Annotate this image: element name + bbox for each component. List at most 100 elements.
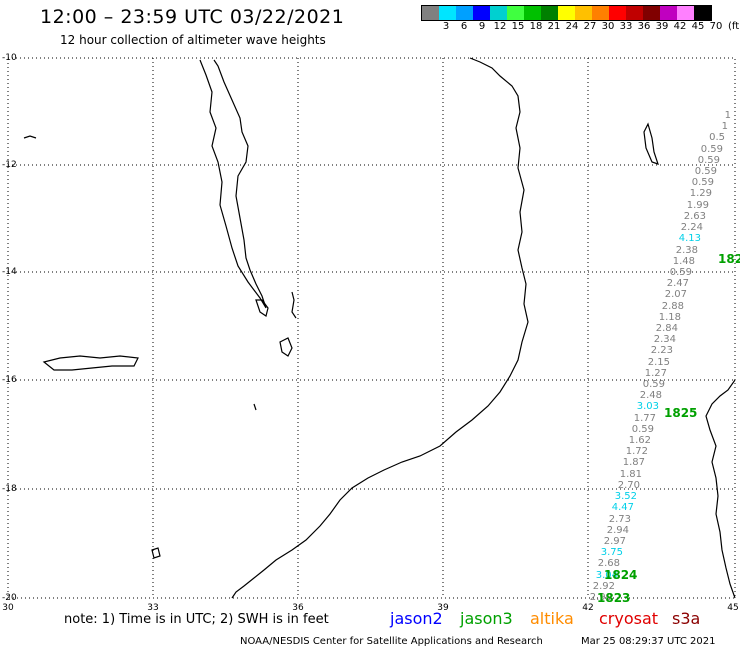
lat-label: -18 [2, 484, 17, 494]
small-island [23, 135, 37, 139]
wave-height-value: 2.90 [589, 592, 612, 603]
pass-label: 182 [718, 252, 740, 266]
wave-height-value: 3.03 [636, 401, 659, 412]
scale-swatch [541, 6, 558, 20]
scale-swatch [439, 6, 456, 20]
small-island [151, 547, 161, 559]
scale-swatch [490, 6, 507, 20]
pass-label: 1825 [664, 406, 698, 420]
satellite-legend-jason2: jason2 [390, 609, 443, 628]
lat-label: -20 [2, 593, 17, 603]
wave-height-value: 0.59 [697, 155, 720, 166]
wave-height-value: 2.24 [680, 222, 703, 233]
wave-height-value: 1.62 [628, 435, 651, 446]
lon-label: 30 [2, 603, 14, 613]
map-subtitle: 12 hour collection of altimeter wave hei… [60, 33, 326, 47]
lake-malawi-south [255, 299, 269, 317]
wave-height-value: 0.59 [631, 424, 654, 435]
lon-label: 36 [292, 603, 304, 613]
wave-height-value: 2.48 [639, 390, 662, 401]
madagascar-coast [705, 379, 736, 599]
wave-height-value: 2.94 [606, 525, 629, 536]
lat-label: -10 [2, 53, 17, 63]
scale-label: 3 [442, 21, 450, 32]
wave-height-value: 1.48 [672, 256, 695, 267]
lat-label: -12 [2, 160, 17, 170]
credit-text: NOAA/NESDIS Center for Satellite Applica… [240, 636, 543, 647]
wave-height-value: 1.99 [686, 200, 709, 211]
scale-label: 24 [565, 21, 579, 32]
wave-height-value: 2.47 [666, 278, 689, 289]
lon-label: 33 [147, 603, 159, 613]
scale-label: 42 [673, 21, 687, 32]
scale-swatch [558, 6, 575, 20]
scale-swatch [575, 6, 592, 20]
wave-height-value: 1.18 [658, 312, 681, 323]
wave-height-value: 1.81 [619, 469, 642, 480]
lake-kariba [42, 355, 139, 371]
wave-height-value: 1.27 [644, 368, 667, 379]
scale-label: 33 [619, 21, 633, 32]
wave-height-value: 1.72 [625, 446, 648, 457]
wave-height-value: 1 [724, 110, 731, 121]
scale-label: 39 [655, 21, 669, 32]
wave-height-value: 0.59 [669, 267, 692, 278]
wave-height-value: 3.04 [595, 570, 618, 581]
wave-height-value: 0.59 [691, 177, 714, 188]
wave-height-value: 4.13 [678, 233, 701, 244]
scale-label: 15 [511, 21, 525, 32]
wave-height-value: 0.59 [700, 144, 723, 155]
scale-swatch [473, 6, 490, 20]
coastline [23, 57, 736, 599]
wave-height-value: 2.63 [683, 211, 706, 222]
wave-height-value: 1.77 [633, 413, 656, 424]
lon-label: 45 [727, 603, 739, 613]
wave-height-value: 0.5 [709, 132, 725, 143]
scale-swatch [422, 6, 439, 20]
lat-label: -14 [2, 267, 17, 277]
scale-label: 12 [493, 21, 507, 32]
wave-height-value: 1.29 [689, 188, 712, 199]
wave-height-value: 2.23 [650, 345, 673, 356]
wave-height-value: 2.73 [608, 514, 631, 525]
scale-unit: (ft) [728, 21, 740, 32]
wave-height-value: 2.15 [647, 357, 670, 368]
scale-swatch [694, 6, 711, 20]
pass-label: 1824 [604, 568, 638, 582]
wave-height-value: 2.34 [653, 334, 676, 345]
wave-height-value: 4.47 [611, 502, 634, 513]
lake-malawi [199, 59, 267, 309]
scale-label: 70 [709, 21, 723, 32]
map-title: 12:00 – 23:59 UTC 03/22/2021 [40, 6, 345, 28]
scale-label: 21 [547, 21, 561, 32]
satellite-legend-s3a: s3a [672, 609, 701, 628]
scale-swatch [456, 6, 473, 20]
wave-height-value: 3.52 [614, 491, 637, 502]
scale-swatch [660, 6, 677, 20]
wave-height-value: 2.97 [603, 536, 626, 547]
scale-swatch [609, 6, 626, 20]
wave-height-value: 2.92 [592, 581, 615, 592]
wave-height-value: 2.68 [597, 558, 620, 569]
scale-swatch [643, 6, 660, 20]
scale-swatch [592, 6, 609, 20]
satellite-legend-cryosat: cryosat [599, 609, 659, 628]
scale-label: 45 [691, 21, 705, 32]
lon-label: 42 [582, 603, 594, 613]
scale-label: 27 [583, 21, 597, 32]
lon-label: 39 [437, 603, 449, 613]
wave-height-value: 3.75 [600, 547, 623, 558]
wave-height-value: 2.07 [664, 289, 687, 300]
scale-label: 18 [529, 21, 543, 32]
comoros-island [643, 122, 659, 165]
wave-height-value: 2.70 [617, 480, 640, 491]
wave-height-value: 1.87 [622, 457, 645, 468]
scale-label: 9 [478, 21, 486, 32]
shire-river [291, 291, 297, 319]
mozambique-coast [231, 57, 529, 599]
wave-height-value: 2.88 [661, 301, 684, 312]
wave-height-value: 2.38 [675, 245, 698, 256]
scale-label: 36 [637, 21, 651, 32]
small-island [253, 403, 257, 411]
